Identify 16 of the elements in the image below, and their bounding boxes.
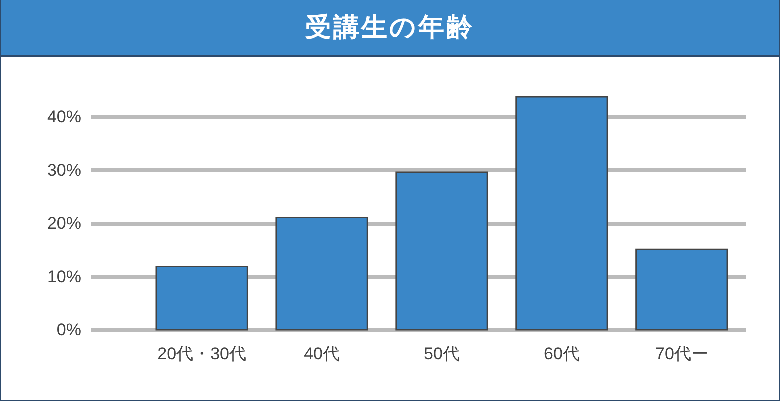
x-tick-label: 20代・30代 xyxy=(158,344,246,364)
x-tick-label: 70代ー xyxy=(655,344,708,364)
bar xyxy=(636,248,728,331)
x-tick-label: 40代 xyxy=(304,344,340,364)
bar xyxy=(276,217,368,331)
bar xyxy=(396,172,488,331)
y-tick-label: 20% xyxy=(47,214,82,234)
chart-title: 受講生の年齢 xyxy=(1,0,779,57)
x-tick-label: 50代 xyxy=(424,344,460,364)
y-tick-label: 30% xyxy=(47,160,82,180)
x-tick-label: 60代 xyxy=(544,344,580,364)
bar xyxy=(156,266,248,331)
y-tick-label: 10% xyxy=(47,267,82,286)
bar xyxy=(516,96,608,331)
y-tick-label: 40% xyxy=(47,108,82,127)
y-tick-label: 0% xyxy=(56,320,82,340)
